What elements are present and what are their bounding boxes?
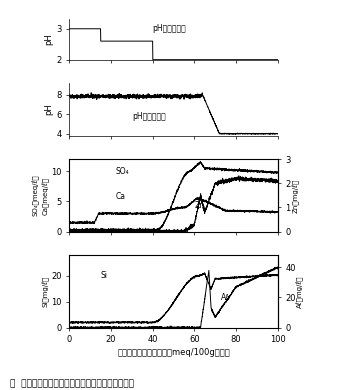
Text: SO₄: SO₄ [115,167,129,176]
Text: pH（洸透水）: pH（洸透水） [132,112,166,121]
Y-axis label: Zn（mg/ℓ）: Zn（mg/ℓ） [292,178,299,213]
Text: pH（添加水）: pH（添加水） [153,24,186,33]
Y-axis label: SO₄（meq/ℓ）
Ca（meq/ℓ）: SO₄（meq/ℓ） Ca（meq/ℓ） [33,175,50,216]
Y-axis label: Aℓ（mg/ℓ）: Aℓ（mg/ℓ） [297,275,304,308]
Text: 図  希硫酸添加に伴う土壌カラム洸透水の水質変化: 図 希硫酸添加に伴う土壌カラム洸透水の水質変化 [10,379,134,388]
X-axis label: 水素イオン積算添加量（meq/100g土壌）: 水素イオン積算添加量（meq/100g土壌） [117,348,230,357]
Text: Aℓ: Aℓ [221,293,230,302]
Text: Si: Si [101,271,108,280]
Y-axis label: Si（mg/ℓ）: Si（mg/ℓ） [43,276,50,307]
Text: Ca: Ca [115,192,125,201]
Text: Zn: Zn [194,202,204,211]
Y-axis label: pH: pH [45,104,53,115]
Y-axis label: pH: pH [45,34,53,46]
